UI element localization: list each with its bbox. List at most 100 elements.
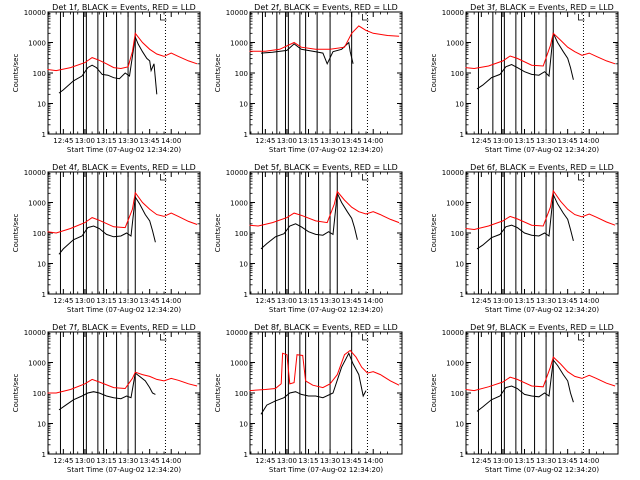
y-tick-label: 100 [451, 230, 464, 238]
x-tick-label: 13:45 [342, 457, 362, 465]
x-tick-label: 13:15 [298, 137, 318, 145]
panel-title: Det 6f, BLACK = Events, RED = LLD [470, 163, 614, 172]
events-series-line [260, 352, 367, 415]
y-tick-label: 100 [33, 230, 46, 238]
y-tick-label: 1000 [446, 40, 464, 48]
x-tick-label: 13:45 [342, 137, 362, 145]
plot-frame [249, 331, 403, 455]
y-tick-label: 1000 [446, 360, 464, 368]
x-tick-label: 14:00 [161, 297, 181, 305]
y-tick-label: 10000 [226, 169, 248, 177]
lld-series-line [249, 190, 400, 227]
y-tick-label: 1 [42, 131, 46, 139]
x-tick-label: 12:45 [471, 137, 491, 145]
x-tick-label: 13:15 [514, 457, 534, 465]
plot-frame [47, 171, 201, 295]
y-tick-label: 10 [455, 421, 464, 429]
lld-series-line [249, 349, 400, 392]
x-tick-label: 13:45 [558, 137, 578, 145]
events-series-line [58, 195, 156, 255]
y-tick-label: 10000 [442, 329, 464, 337]
x-axis-label: Start Time (07-Aug-02 12:34:20) [67, 146, 181, 154]
y-tick-label: 10000 [226, 329, 248, 337]
bracket-marker [362, 174, 369, 181]
x-tick-label: 13:15 [298, 297, 318, 305]
x-tick-label: 12:45 [255, 297, 275, 305]
x-tick-label: 13:45 [140, 137, 160, 145]
plot-frame [249, 11, 403, 135]
y-tick-label: 100 [33, 390, 46, 398]
y-tick-label: 10 [239, 421, 248, 429]
y-axis-label: Counts/sec [12, 54, 20, 93]
x-tick-label: 13:15 [96, 457, 116, 465]
y-tick-label: 100 [235, 230, 248, 238]
x-axis-label: Start Time (07-Aug-02 12:34:20) [485, 306, 599, 314]
y-axis-label: Counts/sec [12, 214, 20, 253]
y-tick-label: 1 [42, 451, 46, 459]
x-tick-label: 13:00 [277, 137, 297, 145]
x-tick-label: 14:00 [579, 297, 599, 305]
x-tick-label: 13:00 [75, 457, 95, 465]
panel-title: Det 8f, BLACK = Events, RED = LLD [254, 323, 398, 332]
x-tick-label: 13:15 [298, 457, 318, 465]
y-axis-label: Counts/sec [214, 374, 222, 413]
y-tick-label: 10 [455, 101, 464, 109]
y-tick-label: 1 [244, 451, 248, 459]
y-tick-label: 10 [455, 261, 464, 269]
lld-series-line [465, 189, 616, 231]
x-tick-label: 13:15 [96, 137, 116, 145]
x-tick-label: 14:00 [161, 457, 181, 465]
y-tick-label: 10 [37, 101, 46, 109]
y-axis-label: Counts/sec [430, 374, 438, 413]
lld-series-line [47, 32, 198, 72]
events-series-line [260, 191, 358, 250]
x-tick-label: 13:00 [493, 457, 513, 465]
x-tick-label: 13:00 [493, 297, 513, 305]
events-series-line [476, 358, 574, 412]
y-tick-label: 1 [460, 451, 464, 459]
y-axis-label: Counts/sec [430, 54, 438, 93]
x-axis-label: Start Time (07-Aug-02 12:34:20) [67, 466, 181, 474]
x-tick-label: 13:30 [118, 457, 138, 465]
x-axis-label: Start Time (07-Aug-02 12:34:20) [269, 466, 383, 474]
plot-frame [47, 11, 201, 135]
x-tick-label: 13:30 [118, 137, 138, 145]
detector-panel: Det 3f, BLACK = Events, RED = LLD 1 10 100 1… [430, 3, 619, 154]
x-tick-label: 12:45 [471, 457, 491, 465]
x-axis-label: Start Time (07-Aug-02 12:34:20) [67, 306, 181, 314]
y-tick-label: 10000 [442, 9, 464, 17]
y-tick-label: 1 [244, 291, 248, 299]
x-tick-label: 13:45 [558, 457, 578, 465]
detector-panel: Det 1f, BLACK = Events, RED = LLD 1 10 100 1… [12, 3, 201, 154]
y-tick-label: 10 [239, 261, 248, 269]
y-tick-label: 100 [33, 70, 46, 78]
y-tick-label: 1 [460, 291, 464, 299]
x-tick-label: 13:00 [277, 457, 297, 465]
bracket-marker [578, 174, 585, 181]
x-tick-label: 14:00 [363, 297, 383, 305]
y-axis-label: Counts/sec [214, 54, 222, 93]
detector-panel: Det 2f, BLACK = Events, RED = LLD 1 10 100 1… [214, 3, 403, 154]
panel-title: Det 3f, BLACK = Events, RED = LLD [470, 3, 614, 12]
y-axis-label: Counts/sec [430, 214, 438, 253]
x-tick-label: 13:00 [75, 137, 95, 145]
lld-series-line [47, 191, 198, 234]
y-tick-label: 100 [451, 70, 464, 78]
x-tick-label: 13:00 [493, 137, 513, 145]
bracket-marker [362, 14, 369, 21]
y-tick-label: 10000 [226, 9, 248, 17]
x-tick-label: 12:45 [53, 297, 73, 305]
x-tick-label: 13:45 [140, 457, 160, 465]
x-tick-label: 12:45 [255, 137, 275, 145]
lld-series-line [249, 25, 400, 52]
bracket-marker [160, 174, 167, 181]
x-tick-label: 14:00 [579, 457, 599, 465]
panel-title: Det 4f, BLACK = Events, RED = LLD [52, 163, 196, 172]
plot-frame [465, 171, 619, 295]
y-tick-label: 10000 [24, 329, 46, 337]
panel-title: Det 2f, BLACK = Events, RED = LLD [254, 3, 398, 12]
y-tick-label: 1 [244, 131, 248, 139]
x-tick-label: 13:15 [96, 297, 116, 305]
events-series-line [260, 41, 354, 66]
